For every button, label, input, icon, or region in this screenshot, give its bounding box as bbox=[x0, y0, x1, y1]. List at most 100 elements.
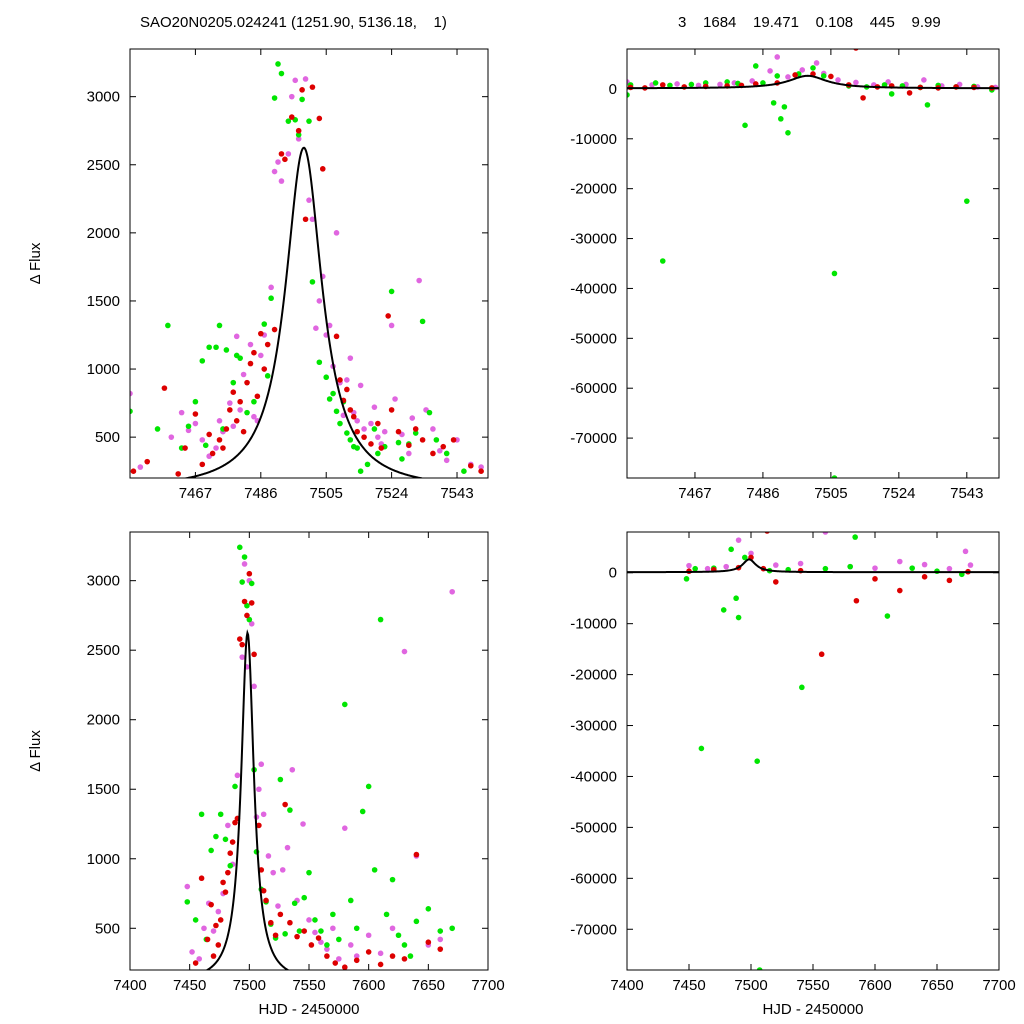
data-point bbox=[906, 90, 913, 96]
data-point bbox=[437, 447, 443, 454]
y-tick-label: 500 bbox=[95, 920, 120, 937]
data-point bbox=[198, 811, 205, 818]
y-tick-label: 500 bbox=[95, 429, 120, 446]
data-point bbox=[365, 949, 372, 955]
data-point bbox=[154, 426, 161, 432]
data-point bbox=[246, 570, 253, 577]
data-point bbox=[295, 136, 302, 142]
data-point bbox=[921, 574, 928, 580]
data-point bbox=[284, 844, 291, 851]
y-tick-label: -20000 bbox=[570, 667, 617, 684]
data-point bbox=[443, 457, 450, 464]
data-point bbox=[835, 77, 841, 83]
data-point bbox=[392, 396, 398, 402]
panel-top-right: 7467 7486 7505 7524 7543 0 -10000 -20000 -30000 -… bbox=[570, 48, 1000, 502]
data-point bbox=[430, 426, 436, 432]
data-point bbox=[223, 426, 230, 432]
data-point bbox=[347, 407, 354, 413]
data-point bbox=[692, 565, 698, 572]
data-point bbox=[300, 821, 306, 827]
data-point bbox=[388, 407, 395, 413]
data-point bbox=[277, 776, 284, 783]
data-point bbox=[316, 115, 323, 122]
data-point bbox=[332, 960, 339, 966]
axes-frame bbox=[626, 48, 1000, 479]
data-point bbox=[302, 76, 309, 82]
data-point bbox=[227, 862, 234, 869]
data-point bbox=[406, 442, 412, 449]
data-point bbox=[239, 579, 245, 585]
data-point bbox=[199, 437, 206, 443]
data-point bbox=[185, 427, 192, 434]
data-point bbox=[246, 616, 253, 623]
data-point bbox=[371, 404, 378, 410]
y-tick-label: 2500 bbox=[87, 642, 120, 659]
data-point bbox=[425, 906, 432, 912]
data-point bbox=[347, 437, 354, 443]
data-point bbox=[308, 942, 315, 948]
data-point bbox=[184, 883, 191, 890]
data-point bbox=[309, 84, 316, 90]
data-point bbox=[389, 925, 396, 932]
data-point bbox=[258, 352, 264, 359]
data-point bbox=[430, 450, 436, 457]
model-curve bbox=[205, 629, 290, 970]
data-point bbox=[278, 151, 285, 157]
data-point bbox=[884, 613, 891, 619]
data-point bbox=[237, 355, 243, 361]
data-point bbox=[324, 946, 330, 952]
data-point bbox=[247, 341, 254, 348]
data-point bbox=[333, 230, 340, 236]
data-point bbox=[774, 54, 781, 60]
data-point bbox=[723, 563, 729, 570]
data-point bbox=[315, 935, 322, 941]
data-point bbox=[361, 426, 367, 432]
data-point bbox=[797, 560, 804, 567]
data-point bbox=[347, 355, 354, 361]
data-point bbox=[778, 116, 784, 122]
y-tick-label: -70000 bbox=[570, 921, 617, 938]
data-point bbox=[437, 928, 444, 934]
data-point bbox=[781, 104, 788, 110]
x-tick-label: 7486 bbox=[746, 485, 779, 502]
data-point bbox=[316, 359, 323, 366]
data-point bbox=[213, 833, 219, 840]
data-point bbox=[440, 443, 447, 450]
data-point bbox=[357, 468, 364, 474]
panel-bottom-left: 7400 7450 7500 7550 7600 7650 7700 500 1000 1500 2… bbox=[27, 531, 505, 1018]
data-point bbox=[627, 92, 630, 98]
data-point bbox=[347, 942, 354, 948]
data-point bbox=[291, 900, 298, 907]
data-point bbox=[924, 102, 931, 108]
data-point bbox=[395, 932, 402, 939]
data-point bbox=[364, 461, 371, 468]
data-point bbox=[337, 377, 343, 383]
x-tick-label: 7700 bbox=[982, 977, 1015, 994]
data-point bbox=[301, 928, 308, 934]
data-point bbox=[270, 869, 277, 876]
data-point bbox=[192, 960, 199, 966]
data-point bbox=[244, 602, 250, 609]
data-point bbox=[248, 600, 255, 606]
model-curve bbox=[627, 74, 999, 90]
data-point bbox=[401, 942, 408, 948]
data-point bbox=[275, 903, 281, 909]
data-point bbox=[419, 318, 426, 325]
data-point bbox=[295, 127, 302, 134]
y-tick-label: -10000 bbox=[570, 131, 617, 148]
data-point bbox=[324, 942, 330, 948]
y-tick-label: 3000 bbox=[87, 573, 120, 590]
data-point bbox=[785, 130, 791, 136]
data-point bbox=[337, 420, 343, 427]
data-point bbox=[265, 853, 272, 859]
data-point bbox=[365, 932, 372, 939]
data-point bbox=[285, 118, 292, 124]
data-point bbox=[251, 651, 257, 658]
data-point bbox=[395, 439, 402, 446]
data-point bbox=[251, 349, 257, 356]
data-point bbox=[232, 783, 238, 790]
data-point bbox=[344, 386, 350, 393]
x-tick-label: 7467 bbox=[678, 485, 711, 502]
data-point bbox=[216, 418, 223, 424]
data-point bbox=[852, 534, 858, 540]
